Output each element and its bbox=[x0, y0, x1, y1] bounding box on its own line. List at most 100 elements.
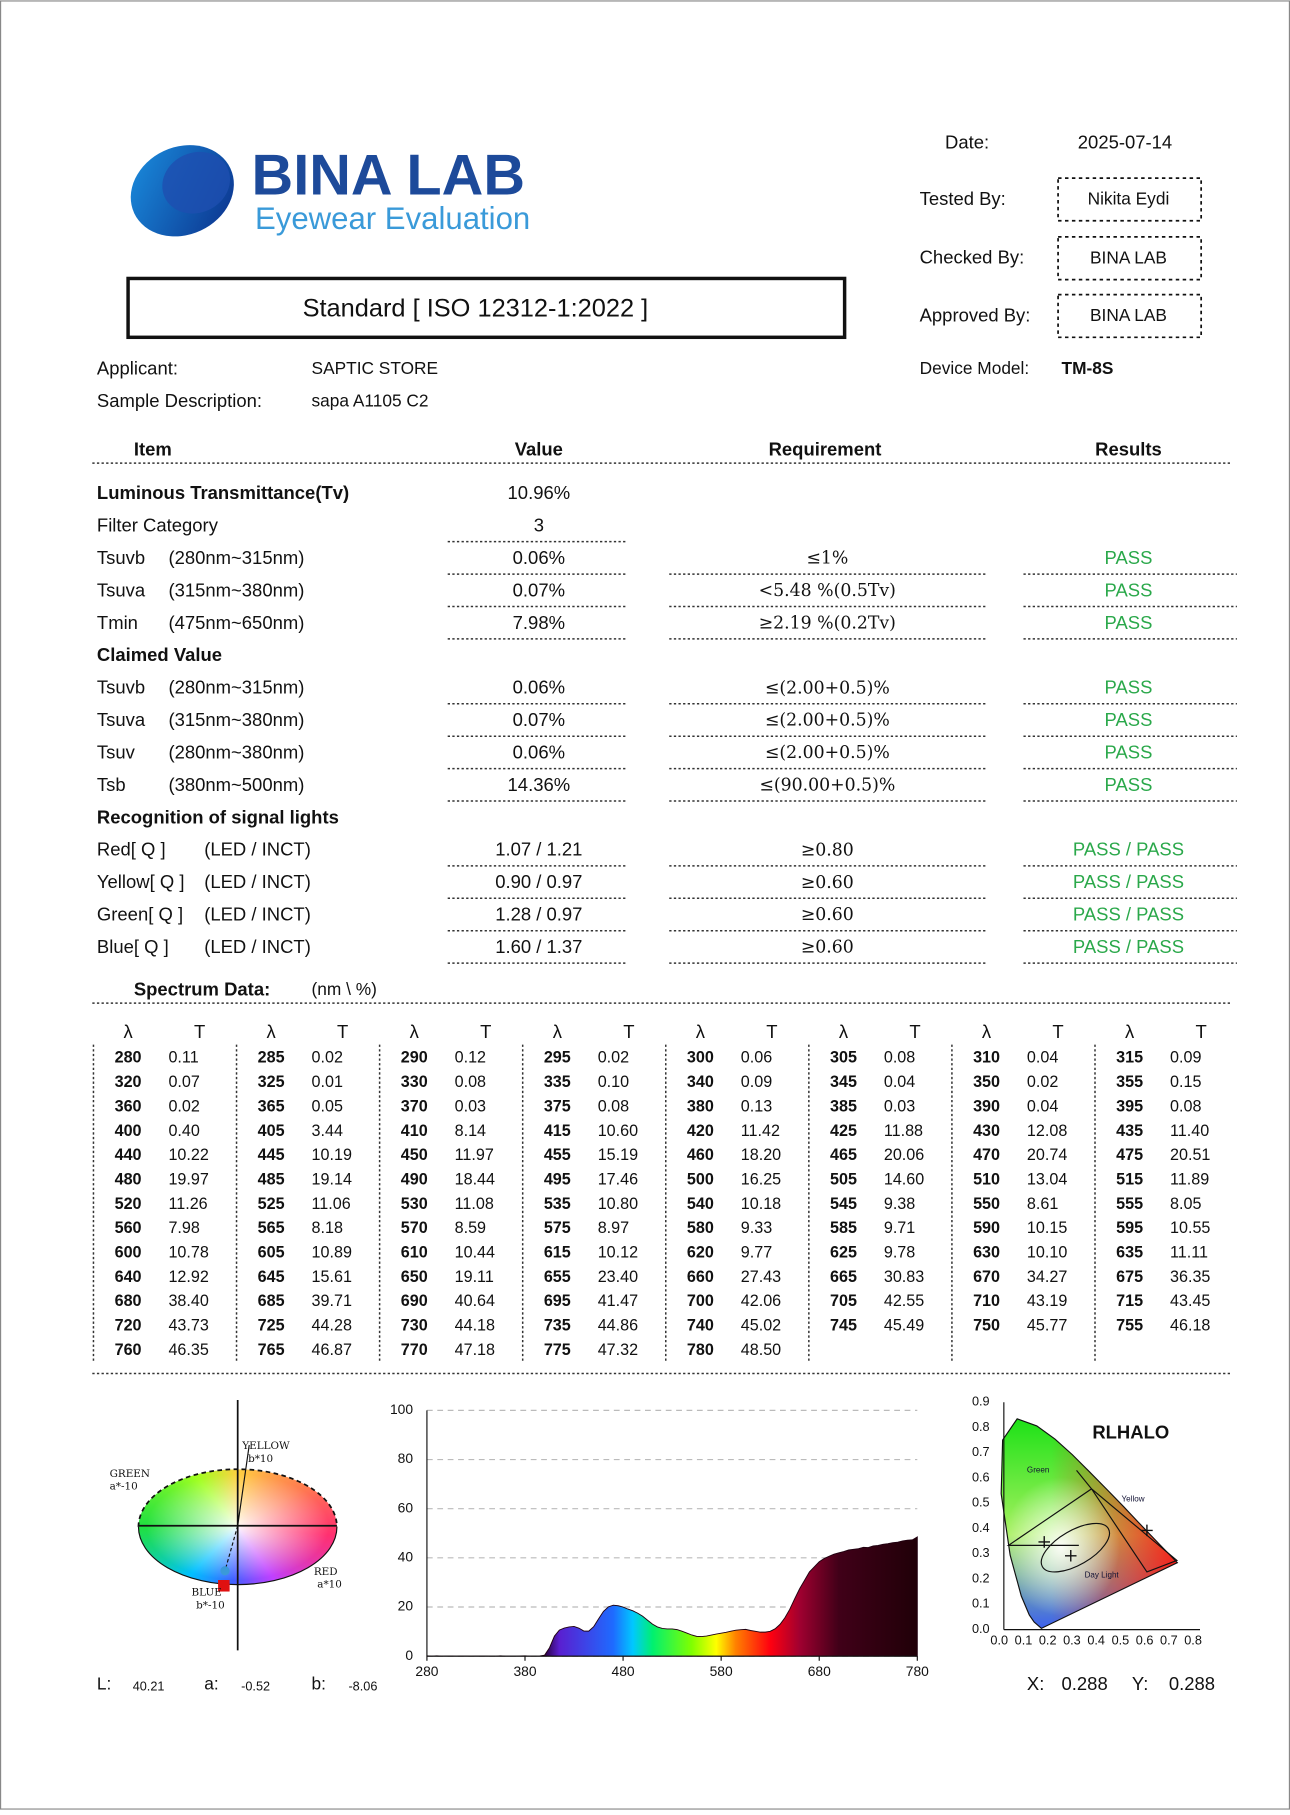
transmittance: 9.71 bbox=[884, 1219, 915, 1237]
transmittance: 8.59 bbox=[455, 1219, 486, 1237]
wavelength: 495 bbox=[544, 1170, 571, 1188]
wavelength: 500 bbox=[687, 1170, 714, 1188]
wavelength: 680 bbox=[115, 1292, 142, 1310]
wavelength: 415 bbox=[544, 1122, 571, 1140]
cie-daylight bbox=[1040, 1522, 1111, 1573]
transmittance: 20.74 bbox=[1027, 1146, 1067, 1164]
wavelength: 300 bbox=[687, 1049, 714, 1067]
row-result: PASS bbox=[1105, 547, 1153, 568]
wavelength: 315 bbox=[1116, 1049, 1143, 1067]
row-value: 10.96% bbox=[508, 482, 571, 503]
wavelength: 335 bbox=[544, 1073, 571, 1091]
cie-x-tick: 0.2 bbox=[1039, 1634, 1057, 1648]
row-result: PASS bbox=[1105, 709, 1153, 730]
info-value: BINA LAB bbox=[1090, 247, 1167, 267]
y-tick-label: 100 bbox=[390, 1401, 413, 1417]
cie-y-tick: 0.4 bbox=[972, 1521, 990, 1535]
cie-x-tick: 0.0 bbox=[990, 1634, 1008, 1648]
transmittance: 11.08 bbox=[455, 1195, 494, 1213]
wavelength: 685 bbox=[258, 1292, 285, 1310]
wavelength: 450 bbox=[401, 1146, 428, 1164]
transmittance: 0.08 bbox=[455, 1073, 486, 1091]
x-tick-label: 680 bbox=[808, 1663, 831, 1679]
transmittance: 34.27 bbox=[1027, 1268, 1067, 1286]
cie-region: Yellow bbox=[1122, 1494, 1145, 1503]
transmittance: 9.77 bbox=[741, 1243, 772, 1261]
cie-x-tick: 0.6 bbox=[1136, 1634, 1154, 1648]
transmittance: 10.10 bbox=[1027, 1243, 1067, 1261]
row-item: Red[ Q ] bbox=[97, 839, 166, 860]
wavelength: 420 bbox=[687, 1122, 714, 1140]
transmittance: 27.43 bbox=[741, 1268, 781, 1286]
transmittance: 40.64 bbox=[455, 1292, 495, 1310]
col-header: Results bbox=[1095, 438, 1162, 459]
wavelength: 330 bbox=[401, 1073, 428, 1091]
info-label: Device Model: bbox=[920, 358, 1030, 378]
transmittance: 9.33 bbox=[741, 1219, 772, 1237]
row-requirement: ≤(2.00+0.5)% bbox=[765, 678, 890, 698]
cie-y-tick: 0.6 bbox=[972, 1470, 990, 1484]
transmittance: 10.44 bbox=[455, 1243, 495, 1261]
lab-value: 40.21 bbox=[133, 1680, 165, 1694]
col-header: T bbox=[194, 1021, 205, 1042]
wavelength: 540 bbox=[687, 1195, 714, 1213]
row-value: 0.06% bbox=[513, 741, 565, 762]
transmittance: 0.15 bbox=[1170, 1073, 1201, 1091]
info-value: SAPTIC STORE bbox=[312, 358, 439, 378]
wavelength: 440 bbox=[115, 1146, 142, 1164]
axis-name: GREEN bbox=[110, 1468, 150, 1480]
lab-value: -8.06 bbox=[348, 1680, 377, 1694]
wavelength: 535 bbox=[544, 1195, 571, 1213]
xy-value: 0.288 bbox=[1169, 1673, 1215, 1694]
row-item: Yellow[ Q ] bbox=[97, 871, 185, 892]
wavelength: 735 bbox=[544, 1317, 571, 1335]
wavelength: 290 bbox=[401, 1049, 428, 1067]
col-header: Requirement bbox=[769, 438, 882, 459]
wavelength: 340 bbox=[687, 1073, 714, 1091]
wavelength: 545 bbox=[830, 1195, 857, 1213]
wavelength: 520 bbox=[115, 1195, 142, 1213]
row-value: 0.07% bbox=[513, 579, 565, 600]
transmittance: 0.09 bbox=[1170, 1049, 1201, 1067]
transmittance: 0.09 bbox=[741, 1073, 772, 1091]
transmittance: 0.01 bbox=[312, 1073, 343, 1091]
transmittance: 3.44 bbox=[312, 1122, 343, 1140]
wavelength: 750 bbox=[973, 1317, 1000, 1335]
wavelength: 530 bbox=[401, 1195, 428, 1213]
lab-label: L: bbox=[97, 1674, 111, 1694]
transmittance: 15.61 bbox=[312, 1268, 352, 1286]
row-item: Tsuvb bbox=[97, 547, 145, 568]
transmittance: 11.11 bbox=[1170, 1243, 1208, 1261]
transmittance: 45.49 bbox=[884, 1317, 924, 1335]
wavelength: 350 bbox=[973, 1073, 1000, 1091]
transmittance: 8.97 bbox=[598, 1219, 629, 1237]
wavelength: 490 bbox=[401, 1170, 428, 1188]
cie-y-tick: 0.0 bbox=[972, 1622, 990, 1636]
col-header: λ bbox=[982, 1021, 992, 1042]
sample-dot bbox=[220, 1566, 230, 1576]
wavelength: 400 bbox=[115, 1122, 142, 1140]
transmittance: 0.02 bbox=[312, 1049, 343, 1067]
transmittance: 10.55 bbox=[1170, 1219, 1210, 1237]
cie-y-tick: 0.9 bbox=[972, 1395, 990, 1409]
transmittance: 0.02 bbox=[598, 1049, 629, 1067]
transmittance: 8.05 bbox=[1170, 1195, 1201, 1213]
info-box bbox=[1057, 177, 1203, 222]
row-requirement: ≥0.60 bbox=[801, 938, 854, 958]
row-range: (LED / INCT) bbox=[204, 839, 311, 860]
row-value: 1.60 / 1.37 bbox=[495, 936, 582, 957]
wavelength: 775 bbox=[544, 1341, 571, 1359]
cie-y-tick: 0.5 bbox=[972, 1496, 990, 1510]
transmittance: 47.32 bbox=[598, 1341, 638, 1359]
col-header: Value bbox=[515, 438, 563, 459]
col-header: λ bbox=[1125, 1021, 1135, 1042]
y-tick-label: 0 bbox=[405, 1647, 413, 1663]
wavelength: 780 bbox=[687, 1341, 714, 1359]
wavelength: 645 bbox=[258, 1268, 285, 1286]
brand: BINA LAB bbox=[252, 143, 525, 207]
transmittance: 43.73 bbox=[168, 1317, 208, 1335]
wavelength: 725 bbox=[258, 1317, 285, 1335]
wavelength: 605 bbox=[258, 1243, 285, 1261]
row-requirement: ≥0.80 bbox=[801, 840, 854, 860]
wavelength: 720 bbox=[115, 1317, 142, 1335]
